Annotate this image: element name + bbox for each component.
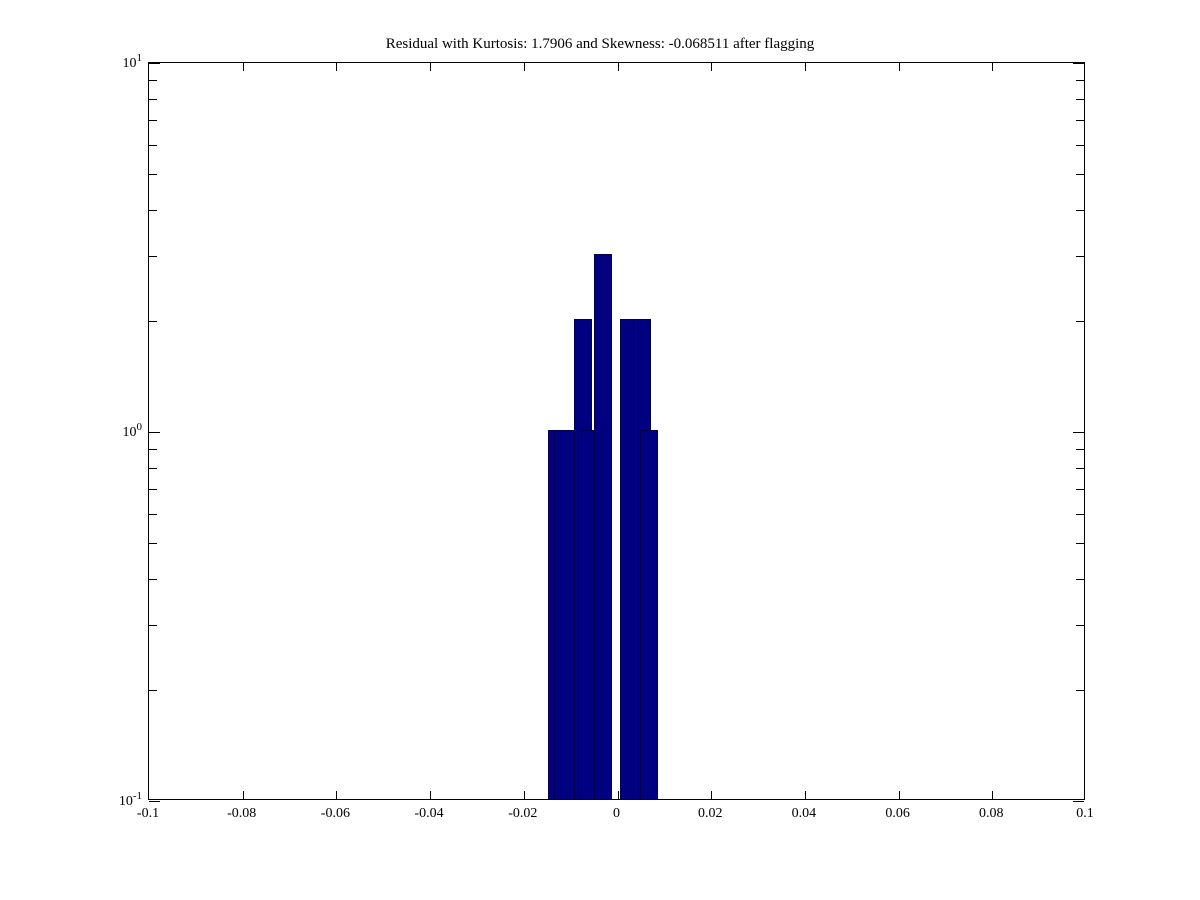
y-axis-tick — [149, 145, 157, 146]
y-axis-tick — [149, 80, 157, 81]
y-axis-tick — [1076, 120, 1084, 121]
x-axis-tick-label: 0.04 — [791, 806, 817, 821]
y-axis-tick — [149, 210, 157, 211]
y-axis-tick — [149, 63, 160, 64]
y-axis-tick-label: 10-1 — [104, 790, 142, 810]
y-axis-tick — [1076, 449, 1084, 450]
y-tick-mantissa: 10 — [122, 424, 137, 440]
x-axis-tick — [992, 791, 993, 799]
y-axis-tick — [149, 514, 157, 515]
y-tick-exponent: -1 — [132, 790, 142, 803]
y-axis-tick — [149, 432, 160, 433]
x-axis-tick — [805, 791, 806, 799]
x-axis-tick — [899, 63, 900, 71]
y-axis-tick — [149, 321, 157, 322]
x-axis-tick-label: 0.06 — [885, 806, 910, 821]
y-axis-tick — [1076, 174, 1084, 175]
y-axis-tick — [149, 625, 157, 626]
y-axis-tick-label: 101 — [104, 52, 143, 72]
y-tick-mantissa: 10 — [122, 55, 137, 71]
y-axis-tick-label: 100 — [104, 421, 143, 441]
y-axis-tick — [1076, 145, 1084, 146]
y-axis-tick — [1076, 690, 1084, 691]
histogram-bar — [639, 430, 658, 799]
x-axis-tick-label: 0 — [613, 806, 620, 821]
y-axis-tick — [1076, 468, 1084, 469]
y-axis-tick — [1073, 63, 1084, 64]
x-axis-tick — [992, 63, 993, 71]
x-axis-tick-label: 0.02 — [697, 806, 723, 821]
plot-area — [148, 62, 1085, 802]
y-axis-tick — [149, 120, 157, 121]
y-axis-tick — [1076, 321, 1084, 322]
x-axis-tick-label: -0.06 — [320, 806, 350, 821]
y-axis-tick — [1076, 210, 1084, 211]
y-axis-tick — [149, 543, 157, 544]
y-axis-tick — [1076, 256, 1084, 257]
y-axis-tick — [1073, 801, 1084, 802]
x-axis-tick — [524, 63, 525, 71]
y-tick-exponent: 0 — [136, 421, 143, 434]
y-axis-tick — [149, 256, 157, 257]
y-axis-tick — [1076, 543, 1084, 544]
x-axis-tick-label: -0.1 — [136, 806, 160, 821]
x-axis-tick-label: -0.08 — [227, 806, 257, 821]
x-axis-tick — [430, 63, 431, 71]
x-axis-tick — [430, 791, 431, 799]
y-axis-tick — [1076, 99, 1084, 100]
x-axis-tick-label: -0.02 — [508, 806, 538, 821]
x-axis-tick — [243, 791, 244, 799]
y-tick-mantissa: 10 — [118, 793, 133, 809]
x-axis-tick — [711, 63, 712, 71]
bar-series — [149, 63, 1084, 799]
y-axis-tick — [149, 489, 157, 490]
x-axis-tick — [618, 63, 619, 71]
x-axis-tick — [336, 791, 337, 799]
y-axis-tick — [1076, 514, 1084, 515]
x-axis-tick-label: 0.1 — [1076, 806, 1094, 821]
histogram-bar — [593, 253, 612, 799]
x-axis-tick — [899, 791, 900, 799]
y-axis-tick — [1076, 489, 1084, 490]
x-axis-tick — [711, 791, 712, 799]
y-axis-tick — [149, 468, 157, 469]
x-axis-tick — [243, 63, 244, 71]
x-axis-tick-label: -0.04 — [414, 806, 444, 821]
x-axis-tick — [805, 63, 806, 71]
y-axis-tick — [149, 690, 157, 691]
y-axis-tick — [149, 801, 160, 802]
y-axis-tick — [1073, 432, 1084, 433]
y-axis-tick — [149, 449, 157, 450]
x-axis-tick-label: 0.08 — [979, 806, 1004, 821]
x-axis-tick — [618, 791, 619, 799]
y-axis-tick — [1076, 80, 1084, 81]
y-axis-tick — [149, 99, 157, 100]
y-axis-tick — [149, 579, 157, 580]
y-tick-exponent: 1 — [136, 52, 143, 65]
y-axis-tick — [1076, 579, 1084, 580]
x-axis-tick — [524, 791, 525, 799]
x-axis-tick — [336, 63, 337, 71]
chart-title: Residual with Kurtosis: 1.7906 and Skewn… — [385, 36, 815, 52]
y-axis-tick — [149, 174, 157, 175]
y-axis-tick — [1076, 625, 1084, 626]
